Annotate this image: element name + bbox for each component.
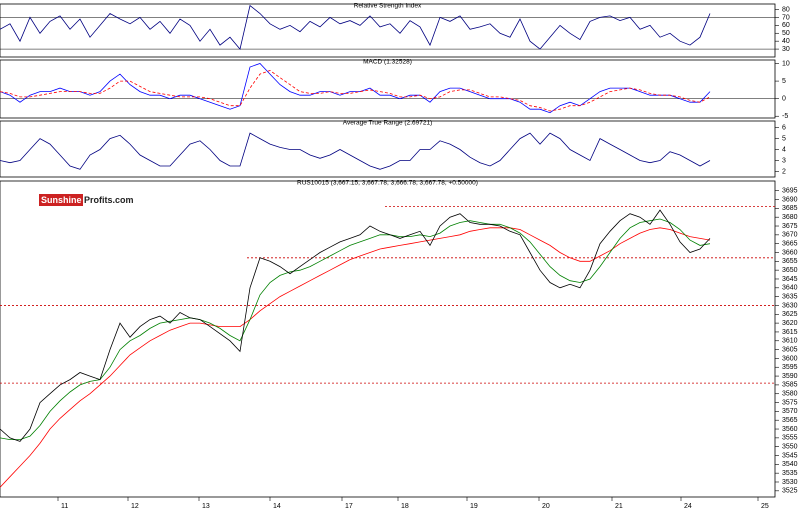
y-tick-label: 10: [782, 60, 790, 67]
x-tick-label: 18: [401, 503, 409, 510]
x-tick-label: 25: [761, 503, 769, 510]
y-tick-label: 3660: [782, 249, 798, 256]
y-tick-label: 3635: [782, 293, 798, 300]
y-tick-label: 3575: [782, 399, 798, 406]
y-tick-label: 3675: [782, 223, 798, 230]
x-tick-label: 13: [202, 503, 210, 510]
y-tick-label: 3605: [782, 346, 798, 353]
y-tick-label: 3535: [782, 470, 798, 477]
y-tick-label: 3570: [782, 408, 798, 415]
y-tick-label: 5: [782, 135, 786, 142]
panel-title: MACD (1.32528): [363, 59, 412, 66]
y-tick-label: 3: [782, 157, 786, 164]
y-tick-label: 70: [782, 14, 790, 21]
panel-frame: [0, 120, 776, 178]
y-tick-label: 3545: [782, 452, 798, 459]
series-line: [0, 4, 711, 50]
y-tick-label: 3590: [782, 373, 798, 380]
y-tick-label: 0: [782, 96, 786, 103]
logo-text: Sunshine: [41, 195, 82, 205]
y-tick-label: 4: [782, 146, 786, 153]
y-tick-label: 50: [782, 30, 790, 37]
panel-frame: [0, 59, 776, 119]
y-tick-label: 3555: [782, 435, 798, 442]
series-line: [0, 70, 711, 112]
y-tick-label: 3560: [782, 426, 798, 433]
panel-frame: [0, 180, 776, 498]
x-tick-label: 19: [470, 503, 478, 510]
y-tick-label: 3655: [782, 258, 798, 265]
y-tick-label: -5: [782, 113, 788, 120]
y-tick-label: 3680: [782, 214, 798, 221]
logo-text: Profits.com: [84, 195, 134, 205]
x-tick-label: 14: [273, 503, 281, 510]
series-line: [0, 209, 711, 442]
series-line: [0, 132, 711, 170]
y-tick-label: 3565: [782, 417, 798, 424]
y-tick-label: 3640: [782, 285, 798, 292]
y-tick-label: 3580: [782, 391, 798, 398]
y-tick-label: 3630: [782, 302, 798, 309]
y-tick-label: 3665: [782, 241, 798, 248]
series-line: [0, 63, 711, 114]
x-tick-label: 20: [542, 503, 550, 510]
y-tick-label: 3540: [782, 461, 798, 468]
y-tick-label: 3550: [782, 444, 798, 451]
logo: Sunshine Profits.com: [39, 194, 134, 206]
y-tick-label: 3600: [782, 355, 798, 362]
series-line: [0, 218, 711, 440]
panel-title: RUS10015 (3,667.15, 3,667.78, 3,666.78, …: [297, 180, 478, 187]
y-tick-label: 3645: [782, 276, 798, 283]
y-tick-label: 3595: [782, 364, 798, 371]
y-tick-label: 2: [782, 168, 786, 175]
y-tick-label: 3625: [782, 311, 798, 318]
y-tick-label: 60: [782, 22, 790, 29]
y-tick-label: 3685: [782, 205, 798, 212]
y-tick-label: 3585: [782, 382, 798, 389]
x-tick-label: 17: [345, 503, 353, 510]
y-tick-label: 3650: [782, 267, 798, 274]
y-tick-label: 3620: [782, 320, 798, 327]
y-tick-label: 3695: [782, 188, 798, 195]
y-tick-label: 3670: [782, 232, 798, 239]
panel-frame: [0, 3, 776, 58]
x-tick-label: 24: [684, 503, 692, 510]
logo-box: [39, 194, 83, 206]
y-tick-label: 6: [782, 124, 786, 131]
y-tick-label: 80: [782, 6, 790, 13]
y-tick-label: 3690: [782, 196, 798, 203]
panel-title: Average True Range (2.69721): [343, 120, 433, 127]
y-tick-label: 40: [782, 38, 790, 45]
panel-title: Relative Strength Index: [354, 3, 422, 10]
x-tick-label: 12: [131, 503, 139, 510]
y-tick-label: 3610: [782, 338, 798, 345]
y-tick-label: 3525: [782, 488, 798, 495]
y-tick-label: 3530: [782, 479, 798, 486]
x-tick-label: 21: [615, 503, 623, 510]
y-tick-label: 3615: [782, 329, 798, 336]
x-tick-label: 11: [61, 503, 68, 510]
series-line: [0, 227, 711, 488]
y-tick-label: 30: [782, 46, 790, 53]
y-tick-label: 5: [782, 78, 786, 85]
